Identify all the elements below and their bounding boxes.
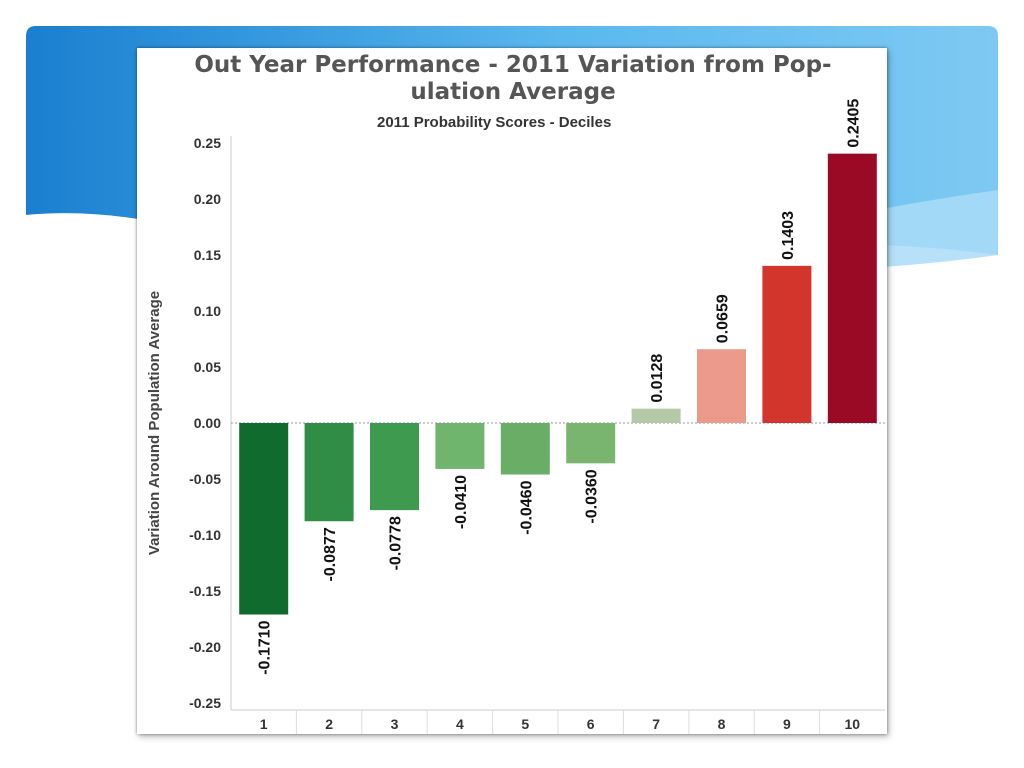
bar-decile-10 xyxy=(827,153,877,423)
bar-decile-3 xyxy=(370,423,419,511)
bar-value-label: 0.0128 xyxy=(649,354,666,403)
chart-subtitle: 2011 Probability Scores - Deciles xyxy=(377,114,612,131)
chart-title-line-1: Out Year Performance - 2011 Variation fr… xyxy=(194,52,832,78)
y-tick-label: 0.25 xyxy=(194,135,221,151)
y-tick-label: -0.20 xyxy=(189,639,221,655)
bar-chart: 0.25 0.20 0.15 0.10 0.05 0.00 -0.05 -0.10 -0.15 -… xyxy=(146,99,885,734)
bar-value-label: -0.0360 xyxy=(584,469,601,523)
bar-decile-2 xyxy=(304,423,354,522)
chart-title: Out Year Performance - 2011 Variation fr… xyxy=(143,52,883,106)
bar-decile-6 xyxy=(566,423,616,464)
bar-value-label: -0.0778 xyxy=(388,516,405,570)
bar-value-label: 0.1403 xyxy=(780,211,797,260)
bar-value-label: -0.0877 xyxy=(322,527,339,581)
bar-value-label: -0.0460 xyxy=(518,480,535,534)
y-tick-label: -0.25 xyxy=(189,695,221,711)
bar-value-label: -0.0410 xyxy=(453,475,470,529)
x-tick-label: 2 xyxy=(325,716,333,732)
y-tick-label: -0.15 xyxy=(189,583,221,599)
y-tick-label: 0.05 xyxy=(194,359,221,375)
y-tick-label: 0.20 xyxy=(194,191,221,207)
bar-decile-7 xyxy=(631,408,681,423)
y-tick-label: 0.15 xyxy=(194,247,221,263)
x-tick-label: 4 xyxy=(456,716,464,732)
x-tick-label: 5 xyxy=(521,716,529,732)
bar-value-label: -0.1710 xyxy=(257,620,274,674)
x-tick-label: 9 xyxy=(783,716,791,732)
bar-decile-9 xyxy=(762,265,812,423)
y-tick-label: 0.10 xyxy=(194,303,221,319)
bar-decile-8 xyxy=(697,349,746,423)
bar-decile-1 xyxy=(239,423,289,615)
x-tick-label: 8 xyxy=(718,716,726,732)
x-tick-label: 6 xyxy=(587,716,595,732)
bar-decile-5 xyxy=(500,423,550,475)
y-tick-label: 0.00 xyxy=(194,415,221,431)
chart-title-line-2: ulation Average xyxy=(410,79,616,105)
chart-card: Out Year Performance - 2011 Variation fr… xyxy=(137,48,887,734)
y-tick-label: -0.05 xyxy=(189,471,221,487)
x-tick-label: 7 xyxy=(652,716,660,732)
y-axis-title: Variation Around Population Average xyxy=(146,291,163,555)
bar-value-label: 0.2405 xyxy=(845,99,862,148)
x-tick-label: 1 xyxy=(260,716,268,732)
x-tick-label: 3 xyxy=(391,716,399,732)
bar-decile-4 xyxy=(435,423,485,469)
y-tick-label: -0.10 xyxy=(189,527,221,543)
bar-value-label: 0.0659 xyxy=(715,294,732,343)
x-tick-label: 10 xyxy=(845,716,861,732)
